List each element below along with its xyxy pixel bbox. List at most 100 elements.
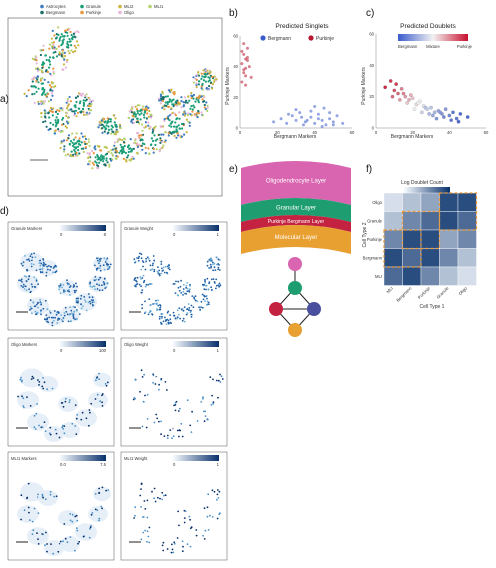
expression-spot: [168, 264, 171, 267]
expression-spot: [90, 525, 92, 527]
tissue-spot: [71, 110, 74, 113]
tissue-spot: [208, 79, 211, 82]
expression-spot: [149, 264, 152, 267]
tissue-spot: [184, 112, 187, 115]
expression-spot: [205, 288, 207, 291]
tissue-spot: [204, 80, 207, 83]
expression-spot: [98, 289, 101, 292]
panel-f-ylabel: Cell Type 2: [362, 222, 368, 247]
expression-spot: [18, 279, 20, 282]
tissue-spot: [103, 126, 106, 129]
map-colorbar-min: 0.0: [60, 462, 66, 467]
tissue-spot: [197, 80, 201, 83]
expression-spot: [29, 405, 32, 407]
tissue-spot: [192, 81, 195, 84]
expression-spot: [160, 272, 163, 275]
expression-spot: [90, 513, 93, 516]
tissue-spot: [112, 114, 115, 117]
tissue-spot: [197, 95, 201, 98]
expression-spot: [141, 289, 144, 291]
expression-spot: [99, 269, 102, 272]
col-label: Granule: [435, 285, 450, 300]
tissue-spot: [35, 90, 38, 93]
tissue-spot: [58, 37, 61, 41]
x-tick-label: 40: [447, 130, 452, 135]
map-colorbar: [173, 455, 219, 461]
expression-spot: [91, 286, 94, 288]
expression-spot: [206, 300, 209, 303]
y-tick-label: 20: [233, 95, 238, 100]
expression-spot: [108, 266, 111, 268]
map-colorbar-max: 7.5: [100, 462, 106, 467]
expression-spot: [157, 496, 159, 499]
expression-spot: [154, 500, 157, 503]
heat-cell: [383, 211, 403, 231]
map-colorbar-max: 100: [99, 348, 107, 353]
heat-cell: [439, 192, 459, 212]
expression-spot: [52, 271, 54, 274]
expression-spot: [95, 278, 98, 281]
heat-cell: [402, 266, 422, 286]
tissue-spot: [144, 121, 147, 124]
expression-spot: [101, 507, 103, 510]
point-bergmann: [309, 115, 313, 119]
expression-spot: [143, 500, 146, 502]
tissue-spot: [118, 123, 122, 126]
point-bergmann: [322, 106, 326, 110]
expression-spot: [59, 540, 62, 543]
expression-spot: [164, 316, 166, 319]
expression-spot: [186, 312, 189, 314]
tissue-spot: [77, 107, 80, 110]
tissue-spot: [187, 95, 190, 98]
expression-spot: [211, 489, 214, 492]
expression-spot: [68, 313, 71, 316]
point-purkinje: [247, 65, 251, 69]
tissue-spot: [118, 137, 121, 140]
tissue-region: [133, 482, 157, 502]
tissue-spot: [39, 53, 43, 57]
expression-spot: [172, 283, 175, 285]
tissue-spot: [101, 123, 104, 126]
tissue-spot: [168, 98, 171, 101]
expression-spot: [96, 288, 99, 290]
expression-spot: [138, 255, 141, 258]
expression-spot: [94, 264, 96, 267]
expression-spot: [38, 381, 41, 383]
map-title: Granule Weight: [124, 226, 154, 231]
tissue-spot: [99, 149, 103, 152]
map-frame: [120, 451, 228, 561]
expression-spot: [33, 426, 36, 429]
tissue-spot: [105, 146, 108, 149]
expression-spot: [32, 377, 35, 379]
expression-spot: [103, 268, 106, 271]
tissue-spot: [74, 50, 77, 53]
expression-spot: [62, 320, 64, 323]
expression-spot: [77, 542, 79, 545]
expression-spot: [71, 513, 74, 516]
tissue-spot: [75, 132, 78, 135]
tissue-spot: [138, 104, 141, 107]
expression-spot: [218, 259, 221, 261]
tissue-spot: [91, 161, 94, 164]
row-label: Oligo: [372, 200, 382, 205]
tissue-spot: [44, 54, 48, 57]
panel-label-a: a): [0, 94, 9, 105]
tissue-spot: [128, 110, 131, 113]
tissue-spot: [109, 120, 112, 123]
tissue-spot: [68, 52, 71, 55]
expression-spot: [91, 301, 94, 304]
tissue-spot: [60, 33, 63, 36]
tissue-spot: [172, 98, 175, 101]
expression-spot: [176, 309, 179, 312]
tissue-spot: [67, 116, 70, 119]
point-doublet: [399, 87, 404, 91]
expression-spot: [64, 537, 67, 540]
point-doublet: [403, 94, 408, 99]
tissue-region: [27, 297, 49, 315]
legend-dot-oligo: [118, 10, 122, 15]
tissue-spot: [35, 59, 38, 62]
tissue-spot: [145, 107, 148, 110]
tissue-spot: [83, 103, 86, 106]
tissue-spot: [68, 143, 71, 146]
tissue-region: [58, 396, 78, 412]
